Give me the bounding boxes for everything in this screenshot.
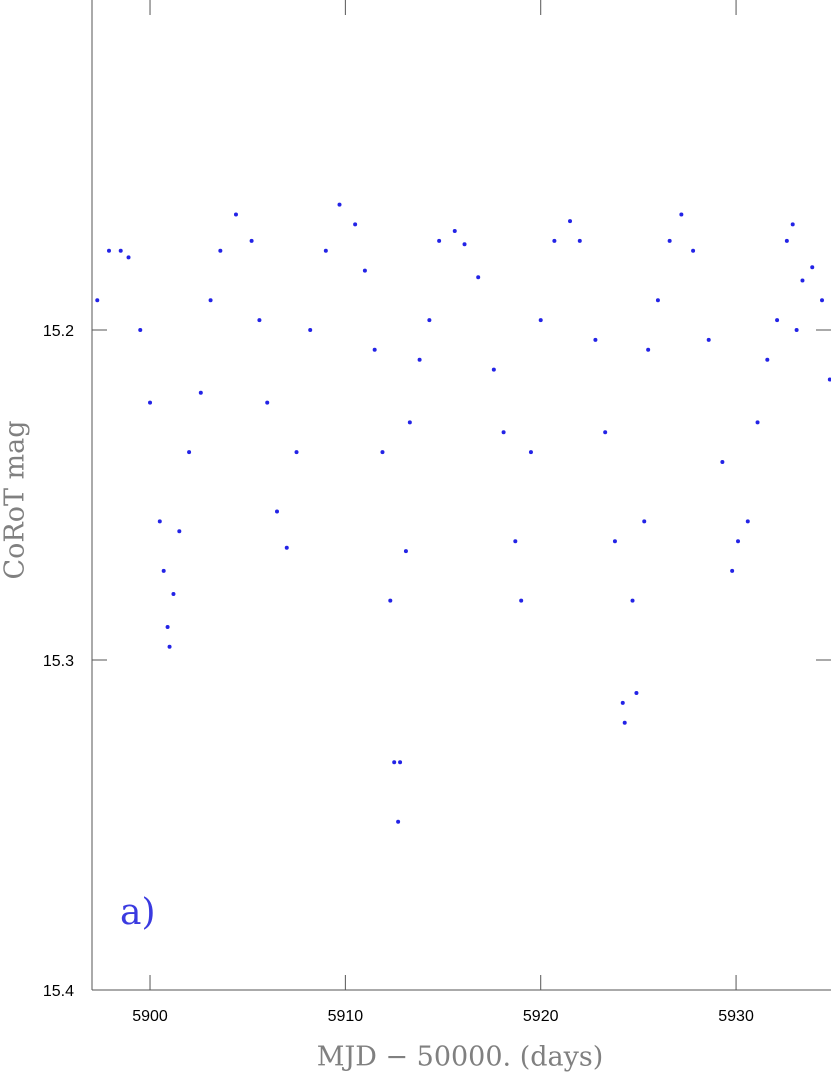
data-point bbox=[257, 318, 262, 323]
data-point bbox=[603, 430, 608, 435]
data-point bbox=[249, 238, 254, 243]
data-point bbox=[491, 367, 496, 372]
data-point bbox=[765, 357, 770, 362]
data-point bbox=[380, 450, 385, 455]
y-axis-label: CoRoT mag bbox=[0, 420, 31, 579]
data-point bbox=[218, 248, 223, 253]
data-point bbox=[337, 202, 342, 207]
data-point bbox=[800, 278, 805, 283]
data-point bbox=[138, 328, 143, 332]
data-point bbox=[265, 400, 270, 405]
data-point bbox=[612, 539, 617, 544]
x-axis-label: MJD − 50000. (days) bbox=[317, 1042, 604, 1073]
data-point bbox=[362, 268, 367, 273]
data-point bbox=[308, 328, 313, 332]
data-point bbox=[198, 390, 203, 395]
data-point bbox=[646, 347, 651, 352]
data-point bbox=[392, 760, 397, 765]
data-point bbox=[593, 337, 598, 342]
data-point bbox=[730, 568, 735, 573]
data-point bbox=[755, 420, 760, 425]
data-point bbox=[126, 255, 131, 260]
data-point bbox=[655, 298, 660, 303]
data-point bbox=[372, 347, 377, 352]
data-point bbox=[667, 238, 672, 243]
data-point bbox=[417, 357, 422, 362]
data-point bbox=[427, 318, 432, 323]
data-point bbox=[679, 212, 684, 217]
data-point bbox=[157, 519, 162, 524]
data-point bbox=[630, 598, 635, 603]
data-point bbox=[398, 760, 403, 765]
data-point bbox=[171, 592, 176, 596]
data-point bbox=[810, 265, 815, 270]
data-point bbox=[165, 625, 170, 629]
data-point bbox=[519, 598, 524, 603]
data-point bbox=[736, 539, 741, 544]
data-point bbox=[284, 545, 289, 550]
data-point bbox=[208, 298, 213, 303]
data-point bbox=[161, 568, 166, 573]
data-point bbox=[388, 598, 393, 603]
data-point bbox=[396, 819, 401, 824]
data-point bbox=[642, 519, 647, 524]
data-point bbox=[552, 238, 557, 243]
x-tick-label: 5900 bbox=[132, 1008, 168, 1025]
data-point bbox=[827, 377, 831, 382]
x-tick-label: 5930 bbox=[718, 1008, 754, 1025]
data-point bbox=[620, 700, 625, 705]
data-point bbox=[476, 275, 481, 280]
data-point bbox=[691, 248, 696, 253]
data-point bbox=[706, 337, 711, 342]
data-point bbox=[294, 450, 299, 455]
data-point bbox=[462, 242, 467, 247]
data-point bbox=[106, 248, 111, 253]
y-tick-label: 15.3 bbox=[43, 653, 74, 670]
data-point bbox=[407, 420, 412, 425]
y-tick-label: 15.2 bbox=[43, 323, 74, 340]
data-point bbox=[820, 298, 825, 303]
data-point bbox=[745, 519, 750, 524]
data-point bbox=[577, 238, 582, 243]
data-point bbox=[501, 430, 506, 435]
data-point bbox=[452, 229, 457, 233]
data-point bbox=[775, 318, 780, 323]
data-point bbox=[794, 328, 799, 332]
data-point bbox=[177, 529, 182, 534]
data-point bbox=[784, 238, 789, 243]
data-point bbox=[323, 248, 328, 253]
data-point bbox=[538, 318, 543, 323]
data-point bbox=[233, 212, 238, 217]
data-point bbox=[118, 248, 123, 253]
data-point bbox=[353, 222, 358, 227]
x-tick-label: 5920 bbox=[523, 1008, 559, 1025]
data-point bbox=[622, 720, 627, 725]
data-point bbox=[148, 400, 153, 405]
data-point bbox=[403, 549, 408, 554]
data-point bbox=[634, 691, 639, 695]
data-point bbox=[513, 539, 518, 544]
y-tick-label: 15.4 bbox=[43, 983, 74, 1000]
data-point bbox=[274, 509, 279, 514]
data-point bbox=[437, 238, 442, 243]
annotation: a) bbox=[120, 892, 156, 933]
data-point bbox=[720, 460, 725, 464]
data-point bbox=[790, 222, 795, 227]
x-tick-label: 5910 bbox=[328, 1008, 364, 1025]
data-point bbox=[528, 450, 533, 455]
data-point bbox=[95, 298, 100, 303]
data-point bbox=[568, 219, 573, 224]
data-point bbox=[167, 644, 172, 649]
data-point bbox=[187, 450, 192, 455]
